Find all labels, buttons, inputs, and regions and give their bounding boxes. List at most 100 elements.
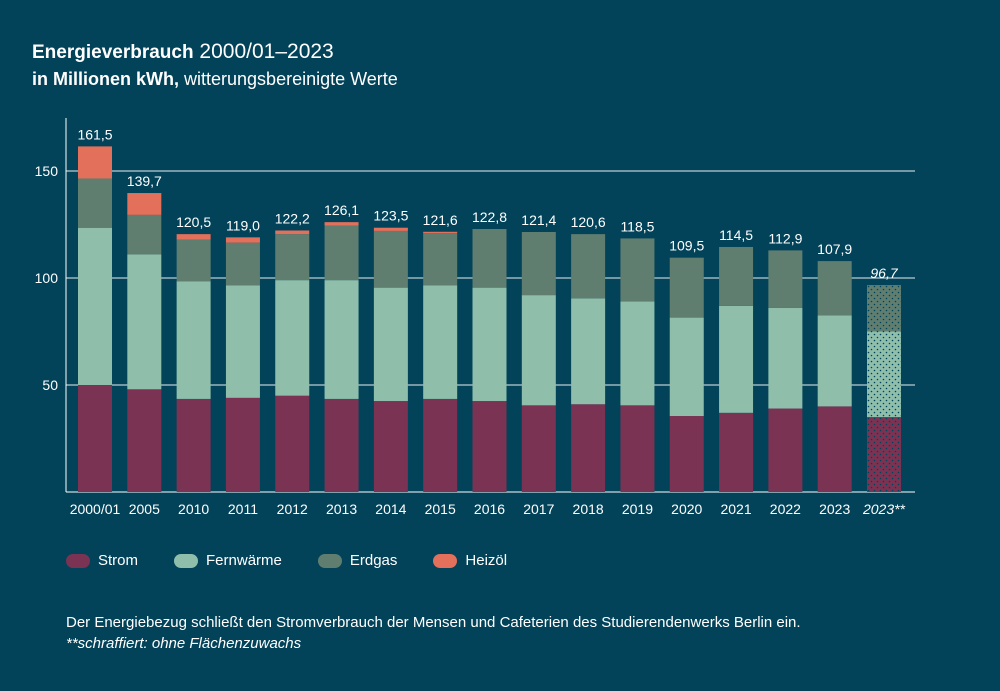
total-label-2022: 112,9 bbox=[768, 230, 802, 246]
bar-erdgas-2023 bbox=[817, 261, 852, 316]
legend-swatch-heizoel bbox=[433, 553, 458, 568]
x-tick-label-2012: 2012 bbox=[277, 501, 308, 517]
x-tick-label-2016: 2016 bbox=[474, 501, 505, 517]
chart-legend: Strom Fernwärme Erdgas Heizöl bbox=[66, 552, 543, 569]
x-tick-label-2014: 2014 bbox=[375, 501, 406, 517]
bar-fernwaerme-2014 bbox=[373, 287, 408, 402]
legend-label-fernwaerme: Fernwärme bbox=[206, 552, 282, 569]
total-label-2018: 120,6 bbox=[571, 214, 606, 230]
bar-strom-2011 bbox=[225, 397, 260, 492]
bar-strom-2019 bbox=[620, 405, 655, 492]
bar-strom-2014 bbox=[373, 401, 408, 492]
bar-strom-2000/01 bbox=[78, 385, 112, 492]
chart-title: Energieverbrauch 2000/01–2023 bbox=[32, 38, 398, 67]
title-bold: Energieverbrauch bbox=[32, 42, 194, 63]
bar-heizoel-2016 bbox=[472, 229, 507, 230]
x-tick-label-2021: 2021 bbox=[720, 501, 751, 517]
bar-fernwaerme-2022 bbox=[768, 307, 803, 409]
x-tick-label-2013: 2013 bbox=[326, 501, 357, 517]
bar-strom-2012 bbox=[275, 395, 310, 492]
x-tick-label-2022: 2022 bbox=[770, 501, 801, 517]
bar-fernwaerme-2015 bbox=[423, 285, 458, 399]
total-label-2014: 123,5 bbox=[373, 208, 408, 224]
bar-heizoel-2015 bbox=[423, 231, 458, 234]
chart-title-block: Energieverbrauch 2000/01–2023 in Million… bbox=[32, 38, 398, 91]
bar-fernwaerme-2013 bbox=[324, 280, 359, 399]
bar-strom-2018 bbox=[571, 404, 606, 492]
bar-fernwaerme-2005 bbox=[127, 254, 162, 390]
total-label-2021: 114,5 bbox=[719, 227, 753, 243]
bar-erdgas-2015 bbox=[423, 233, 458, 286]
bar-fernwaerme-2020 bbox=[669, 317, 704, 417]
legend-label-erdgas: Erdgas bbox=[349, 552, 398, 569]
bar-erdgas-2016 bbox=[472, 229, 507, 288]
bar-erdgas-2010 bbox=[176, 239, 211, 282]
x-tick-label-2005: 2005 bbox=[129, 501, 160, 517]
bar-strom-2015 bbox=[423, 398, 458, 492]
bar-heizoel-2011 bbox=[225, 237, 260, 243]
x-tick-label-2010: 2010 bbox=[178, 501, 209, 517]
subtitle-bold: in Millionen kWh, bbox=[32, 69, 179, 89]
bar-strom-2021 bbox=[719, 412, 754, 492]
bar-strom-2023 bbox=[817, 406, 852, 492]
bar-erdgas-2005 bbox=[127, 214, 162, 255]
bar-strom-2005 bbox=[127, 389, 162, 492]
total-label-2016: 122,8 bbox=[472, 209, 507, 225]
bar-erdgas-2012 bbox=[275, 234, 310, 281]
x-tick-label-2000/01: 2000/01 bbox=[70, 501, 121, 517]
total-label-2013: 126,1 bbox=[324, 202, 359, 218]
footnote-line2: **schraffiert: ohne Flächenzuwachs bbox=[66, 635, 302, 652]
total-label-2019: 118,5 bbox=[620, 218, 654, 234]
bar-fernwaerme-2010 bbox=[176, 281, 211, 399]
bar-strom-2022 bbox=[768, 408, 803, 492]
bar-erdgas-2000/01 bbox=[78, 178, 112, 228]
footnote-line1: Der Energiebezug schließt den Stromverbr… bbox=[66, 614, 801, 631]
legend-label-strom: Strom bbox=[98, 552, 139, 569]
subtitle-rest: witterungsbereinigte Werte bbox=[184, 69, 398, 89]
bar-erdgas-2017 bbox=[521, 231, 556, 296]
bar-heizoel-2010 bbox=[176, 234, 211, 240]
bar-erdgas-2021 bbox=[719, 246, 754, 306]
legend-swatch-fernwaerme bbox=[174, 553, 199, 568]
total-label-2017: 121,4 bbox=[521, 212, 556, 228]
bar-fernwaerme-2017 bbox=[521, 295, 556, 406]
bar-erdgas-2022 bbox=[768, 250, 803, 308]
bar-erdgas-2011 bbox=[225, 242, 260, 286]
bar-fernwaerme-2021 bbox=[719, 305, 754, 413]
bar-erdgas-2014 bbox=[373, 230, 408, 288]
legend-swatch-erdgas bbox=[317, 553, 342, 568]
legend-swatch-strom bbox=[66, 553, 90, 568]
x-tick-label-2017: 2017 bbox=[523, 501, 554, 517]
bar-strom-2023** bbox=[867, 417, 901, 492]
bar-fernwaerme-2012 bbox=[275, 280, 310, 396]
total-label-2023: 107,9 bbox=[817, 241, 852, 257]
x-tick-label-2011: 2011 bbox=[228, 501, 258, 517]
legend-item-heizoel: Heizöl bbox=[433, 552, 507, 569]
legend-item-strom: Strom bbox=[66, 552, 138, 569]
total-label-2020: 109,5 bbox=[669, 238, 704, 254]
bar-fernwaerme-2016 bbox=[472, 287, 507, 402]
y-tick-label-50: 50 bbox=[42, 377, 58, 393]
x-tick-label-2019: 2019 bbox=[622, 501, 653, 517]
y-tick-label-150: 150 bbox=[35, 163, 59, 179]
bar-erdgas-2023** bbox=[867, 285, 901, 332]
bar-fernwaerme-2019 bbox=[620, 301, 655, 406]
bar-fernwaerme-2011 bbox=[225, 285, 260, 398]
total-label-2000/01: 161,5 bbox=[77, 126, 112, 142]
bar-strom-2017 bbox=[521, 405, 556, 492]
total-label-2010: 120,5 bbox=[176, 214, 211, 230]
x-tick-label-2023: 2023 bbox=[819, 501, 850, 517]
title-range: 2000/01–2023 bbox=[199, 40, 334, 63]
bar-fernwaerme-2000/01 bbox=[78, 227, 112, 385]
bar-heizoel-2005 bbox=[127, 193, 162, 215]
y-tick-label-100: 100 bbox=[35, 270, 59, 286]
total-label-2023**: 96,7 bbox=[870, 265, 898, 281]
bar-heizoel-2000/01 bbox=[78, 146, 112, 179]
footnote: Der Energiebezug schließt den Stromverbr… bbox=[66, 612, 801, 654]
bar-fernwaerme-2018 bbox=[571, 298, 606, 405]
bar-strom-2020 bbox=[669, 416, 704, 492]
bar-heizoel-2012 bbox=[275, 230, 310, 235]
bar-erdgas-2013 bbox=[324, 225, 359, 281]
chart-subtitle: in Millionen kWh, witterungsbereinigte W… bbox=[32, 67, 398, 91]
total-label-2015: 121,6 bbox=[423, 212, 458, 228]
